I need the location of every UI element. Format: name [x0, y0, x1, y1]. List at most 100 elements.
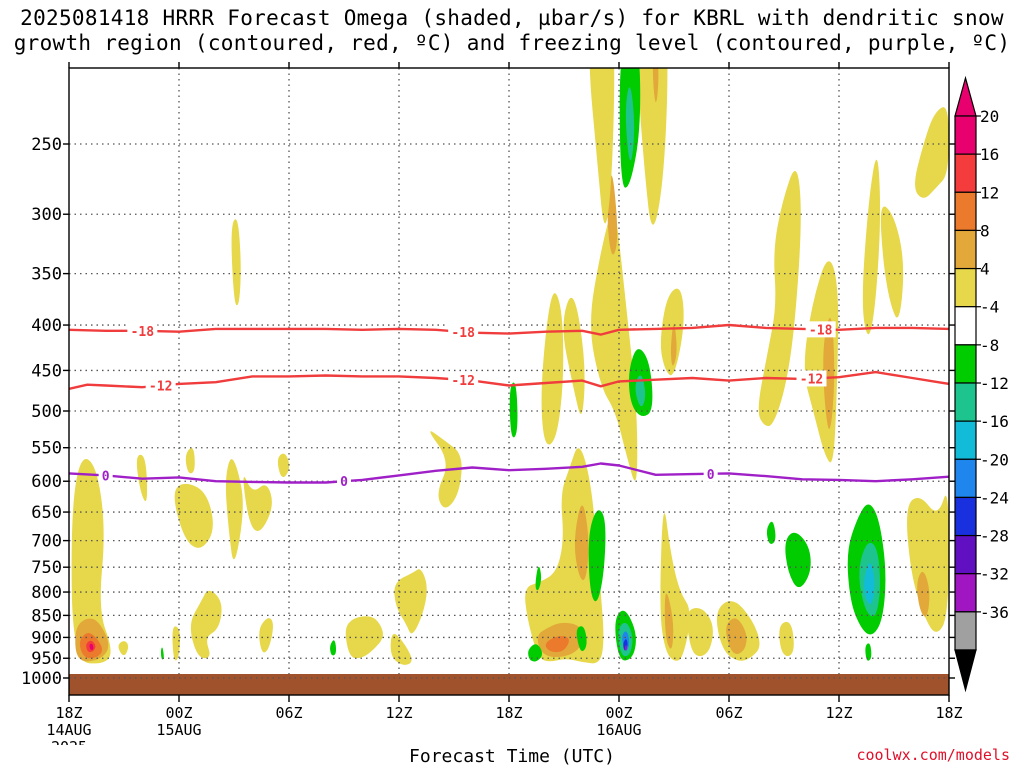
credit-link[interactable]: coolwx.com/models [856, 746, 1010, 764]
omega-region-42 [823, 317, 835, 429]
omega-region-22 [563, 297, 585, 414]
y-tick-label-900: 900 [31, 628, 62, 648]
omega-region-64 [766, 521, 776, 545]
colorbar-top-arrow [954, 75, 977, 117]
omega-region-11 [190, 590, 222, 659]
omega-region-69 [865, 643, 872, 661]
y-tick-label-750: 750 [31, 558, 62, 578]
omega-region-33 [670, 324, 677, 366]
omega-region-53 [535, 566, 542, 591]
omega-region-15 [277, 453, 290, 478]
omega-region-63 [160, 647, 164, 660]
dgz-contour-1-label-bg-2 [796, 370, 827, 387]
surface-ground [69, 674, 949, 695]
colorbar-swatch-7 [954, 382, 977, 422]
colorbar-label-11: -28 [980, 527, 1009, 546]
omega-region-18 [394, 569, 427, 634]
colorbar-swatch-9 [954, 458, 977, 499]
colorbar-swatch-13 [954, 611, 977, 651]
colorbar-label-13: -36 [980, 603, 1009, 622]
omega-region-60 [624, 644, 627, 651]
colorbar-swatch-6 [954, 344, 977, 384]
colorbar-label-12: -32 [980, 565, 1009, 584]
omega-region-62 [330, 640, 337, 656]
omega-region-54 [588, 510, 606, 602]
x-tick-label-24: 18Z [495, 704, 522, 722]
omega-region-29 [639, 68, 668, 225]
colorbar-label-8: -16 [980, 412, 1009, 431]
omega-time-height-chart: -18 -18 -18 -12 -12 -12 0 0 0 250 300 350 400 450 500… [21, 62, 1009, 745]
omega-region-30 [652, 68, 659, 102]
colorbar-swatch-8 [954, 420, 977, 460]
y-tick-label-700: 700 [31, 532, 62, 552]
freezing-level-contour-label-2: 0 [707, 468, 715, 483]
colorbar-label-9: -20 [980, 450, 1009, 469]
dgz-contour-1-label-1: -12 [451, 374, 474, 389]
colorbar-swatch-11 [954, 534, 977, 575]
omega-region-43 [862, 159, 881, 335]
x-date-label-6: 15AUG [156, 721, 201, 739]
y-tick-label-600: 600 [31, 472, 62, 492]
colorbar-swatch-0 [954, 115, 977, 155]
x-year-label-0: 2025 [51, 738, 87, 745]
x-axis-label: Forecast Time (UTC) [409, 746, 615, 767]
dgz-contour-1-label-0: -12 [149, 380, 172, 395]
colorbar-swatch-12 [954, 573, 977, 613]
freezing-level-contour-label-0: 0 [102, 469, 110, 484]
colorbar-label-1: 16 [980, 145, 999, 164]
colorbar-swatch-1 [954, 153, 977, 193]
omega-region-38 [726, 618, 747, 655]
y-tick-label-450: 450 [31, 361, 62, 381]
omega-region-55 [576, 626, 587, 652]
colorbar-swatch-3 [954, 229, 977, 270]
omega-region-23 [525, 448, 604, 664]
freezing-level-contour-label-bg-0 [98, 467, 113, 484]
dgz-contour-0-label-0: -18 [131, 325, 155, 340]
colorbar-swatch-5 [954, 306, 977, 346]
colorbar-label-7: -12 [980, 374, 1009, 393]
omega-region-12 [225, 459, 243, 560]
colorbar-bottom-arrow [954, 649, 977, 693]
omega-region-65 [785, 532, 811, 588]
omega-region-34 [660, 513, 690, 661]
y-tick-label-850: 850 [31, 606, 62, 626]
colorbar-label-5: -4 [980, 298, 999, 317]
omega-region-0 [71, 459, 111, 664]
omega-region-25 [574, 505, 589, 581]
colorbar-label-3: 8 [980, 221, 990, 240]
omega-region-39 [758, 171, 801, 427]
colorbar-label-10: -24 [980, 488, 1009, 507]
omega-region-26 [545, 636, 569, 653]
omega-region-46 [907, 495, 949, 632]
colorbar-label-6: -8 [980, 336, 999, 355]
x-tick-label-0: 18Z [55, 704, 82, 722]
x-date-label-30: 16AUG [596, 721, 641, 739]
y-tick-label-1000: 1000 [21, 669, 62, 689]
omega-colorbar: 20 16 12 8 4 -4 -8 -12 -16 -20 -24 -28 -32 -36 [954, 75, 1009, 693]
temperature-contours: -18 -18 -18 -12 -12 -12 0 0 0 [69, 321, 949, 490]
grid-lines [69, 68, 949, 679]
y-tick-label-300: 300 [31, 205, 62, 225]
y-tick-label-800: 800 [31, 583, 62, 603]
omega-region-16 [259, 618, 273, 653]
y-tick-label-550: 550 [31, 439, 62, 459]
colorbar-label-0: 20 [980, 107, 999, 126]
omega-region-49 [625, 87, 635, 161]
x-tick-label-30: 00Z [605, 704, 632, 722]
dgz-contour-0-label-bg-2 [805, 321, 836, 338]
x-date-label-0: 14AUG [46, 721, 91, 739]
dgz-contour-1-label-bg-1 [448, 371, 479, 388]
chart-title-line2: growth region (contoured, red, ºC) and f… [13, 31, 1011, 55]
pressure-axis-labels: 2503003504004505005506006507007508008509… [21, 135, 955, 689]
x-tick-label-18: 12Z [385, 704, 412, 722]
omega-region-36 [687, 608, 713, 657]
omega-region-6 [118, 641, 129, 656]
x-tick-label-6: 00Z [165, 704, 192, 722]
y-tick-label-250: 250 [31, 135, 62, 155]
omega-region-61 [528, 644, 542, 662]
y-tick-label-650: 650 [31, 503, 62, 523]
surface-ground-fill [69, 674, 949, 695]
omega-region-51 [635, 375, 646, 407]
time-axis-labels: 18Z14AUG202500Z15AUG06Z12Z18Z00Z16AUG06Z… [46, 62, 963, 745]
colorbar-swatch-10 [954, 496, 977, 537]
